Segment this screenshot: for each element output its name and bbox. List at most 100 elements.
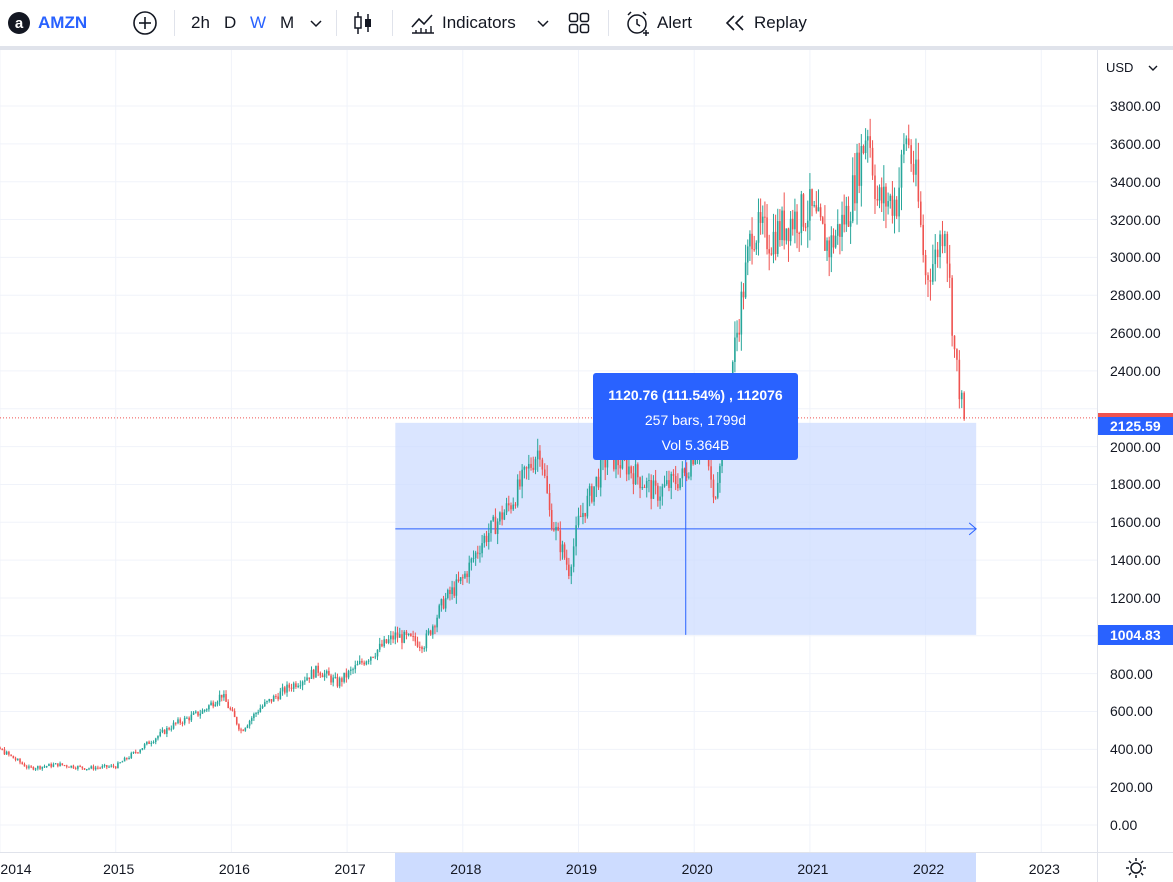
candle-body [447, 589, 449, 598]
price-tick-label: 2600.00 [1110, 325, 1161, 342]
candle-body [932, 264, 934, 282]
candle-body [52, 764, 55, 767]
indicators-button[interactable]: Indicators [410, 0, 516, 46]
candle-body [174, 722, 177, 724]
candle-body [681, 468, 684, 479]
measure-volume-text: Vol 5.364B [661, 437, 730, 453]
candle-body [864, 140, 867, 154]
candle-body [244, 727, 247, 731]
candle-body [197, 711, 199, 716]
candle-body [561, 544, 564, 553]
candle-body [485, 535, 488, 543]
time-tick-label: 2020 [681, 861, 713, 877]
price-scale[interactable]: USD 3800.00 3600.00 3400.00 3200.00 3000.00 2… [1097, 50, 1173, 852]
candle-body [483, 535, 486, 544]
candle-body [927, 275, 929, 281]
replay-button[interactable]: Replay [724, 0, 807, 46]
candle-body [787, 228, 790, 242]
candle-body [94, 767, 97, 770]
candle-body [427, 630, 430, 634]
candle-body [791, 218, 794, 230]
candle-body [694, 456, 697, 465]
candle-body [869, 136, 871, 148]
candle-body [272, 696, 275, 702]
time-scale[interactable]: 2014 2015 2016 2017 2018 2019 2020 2021 2022 2023 [0, 852, 1097, 882]
candle-body [740, 291, 743, 335]
candle-body [403, 631, 406, 643]
candle-body [539, 450, 541, 460]
candle-body [632, 473, 635, 485]
alarm-clock-icon [627, 11, 649, 36]
measure-low-badge: 1004.83 [1098, 624, 1173, 645]
candle-body [568, 564, 570, 577]
candle-body [235, 717, 238, 725]
candle-body [536, 450, 539, 460]
candle-body [753, 249, 755, 251]
candle-body [88, 768, 90, 770]
candle-body [143, 744, 146, 749]
currency-selector[interactable]: USD [1106, 60, 1159, 75]
candle-body [451, 587, 453, 595]
candle-body [532, 467, 535, 470]
chart-type-button[interactable] [352, 0, 374, 46]
candle-body [734, 337, 736, 362]
candle-body [751, 233, 753, 250]
candle-body [830, 235, 833, 258]
candle-body [883, 186, 885, 204]
candle-body [874, 175, 876, 200]
chart-settings-button[interactable] [1097, 852, 1173, 882]
candle-body [396, 632, 399, 638]
candle-body [885, 186, 887, 207]
candle-body [334, 676, 337, 678]
candle-body [295, 683, 297, 688]
candle-body [839, 224, 841, 237]
candle-body [1, 749, 4, 751]
timeframe-w[interactable]: W [250, 13, 267, 32]
candle-body [804, 226, 807, 228]
candle-body [625, 458, 628, 475]
indicators-dropdown[interactable] [536, 0, 550, 46]
indicators-chart-icon [411, 14, 434, 34]
current-price-badge: 2125.59 [1098, 412, 1173, 435]
candle-body [521, 469, 523, 487]
candle-body [677, 484, 679, 489]
candle-body [99, 767, 101, 769]
symbol-search-button[interactable]: a AMZN [8, 0, 87, 46]
timeframe-d[interactable]: D [224, 13, 237, 32]
price-chart[interactable] [0, 50, 1097, 852]
timeframe-2h[interactable]: 2h [191, 13, 210, 32]
candle-body [464, 573, 466, 578]
candle-body [30, 766, 32, 768]
candle-body [832, 235, 835, 248]
candle-body [630, 466, 632, 474]
candle-body [593, 486, 595, 502]
alert-button[interactable]: Alert [625, 0, 692, 46]
candle-body [774, 231, 777, 254]
candle-body [286, 684, 288, 693]
candle-body [139, 750, 141, 753]
candle-body [710, 466, 712, 480]
candle-body [440, 599, 443, 606]
candle-body [595, 476, 598, 487]
candle-body [14, 758, 17, 760]
candle-body [159, 731, 161, 736]
timeframe-dropdown[interactable] [309, 0, 323, 46]
candle-body [220, 694, 223, 698]
candle-body [854, 175, 856, 204]
candle-body [292, 683, 295, 689]
compare-button[interactable] [132, 0, 158, 46]
candle-body [474, 552, 477, 558]
layout-templates-button[interactable] [567, 0, 591, 46]
candle-body [541, 459, 544, 470]
candle-body [776, 221, 779, 254]
candle-body [172, 722, 175, 729]
candle-body [41, 766, 44, 769]
time-tick-label: 2016 [218, 861, 250, 877]
candle-body [201, 710, 204, 714]
candle-body [436, 617, 438, 628]
candle-body [110, 765, 113, 767]
timeframe-m[interactable]: M [280, 13, 295, 32]
chart-pane[interactable]: 1120.76 (111.54%) , 112076 257 bars, 179… [0, 50, 1097, 852]
candle-body [575, 525, 577, 547]
amazon-logo-icon: a [8, 12, 30, 34]
